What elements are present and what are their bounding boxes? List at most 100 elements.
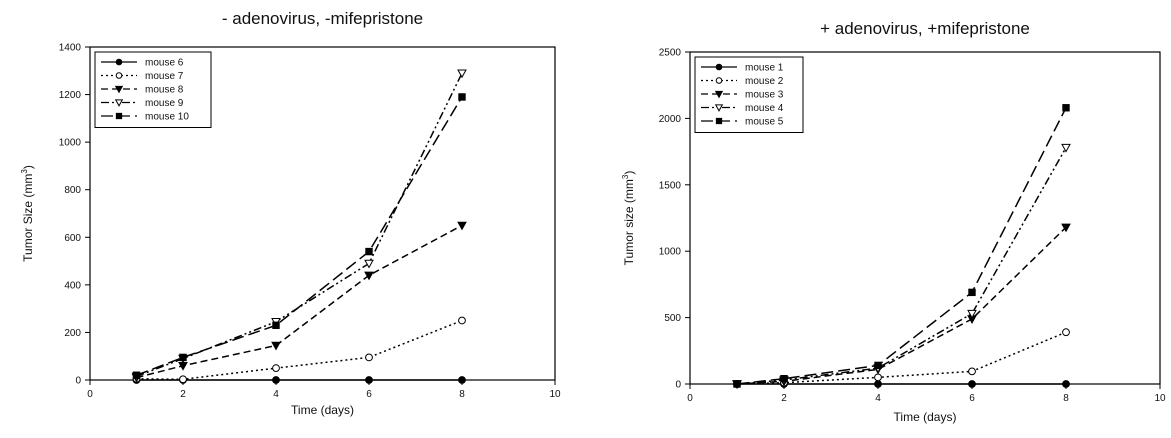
y-tick-label: 500 — [664, 313, 681, 324]
data-point — [874, 361, 882, 370]
legend-marker — [114, 85, 124, 94]
y-tick-label: 400 — [64, 280, 81, 291]
x-tick-label: 10 — [549, 389, 561, 400]
legend-entry: mouse 1 — [745, 63, 784, 74]
x-tick-label: 2 — [781, 393, 787, 404]
data-point — [1061, 143, 1071, 153]
data-point — [1062, 328, 1070, 337]
x-tick-label: 8 — [1063, 393, 1069, 404]
y-tick-label: 1500 — [659, 180, 682, 191]
data-point — [457, 69, 467, 79]
y-axis-label-sup: 3 — [20, 169, 29, 174]
chart-1: - adenovirus, -mifepristone 0 2 4 6 8 10 0 200 40… — [20, 9, 561, 417]
legend-entry: mouse 3 — [745, 90, 784, 101]
data-point — [272, 364, 280, 373]
legend-box — [94, 51, 212, 128]
y-axis-label-sup: 3 — [621, 174, 630, 179]
legend-marker — [114, 99, 124, 107]
data-point — [179, 375, 187, 384]
data-point — [458, 316, 466, 325]
data-point — [364, 259, 374, 269]
x-axis-label: Time (days) — [291, 403, 354, 417]
y-axis-label: Tumor size (mm3) — [621, 171, 636, 266]
data-point — [271, 341, 281, 351]
series-line — [736, 226, 1067, 385]
data-point — [780, 374, 788, 383]
data-point — [365, 376, 373, 384]
data-point — [968, 367, 976, 376]
y-axis-label-tail: ) — [21, 165, 35, 169]
data-point — [1062, 104, 1070, 112]
legend-entry: mouse 4 — [745, 103, 784, 114]
legend-entry: mouse 10 — [145, 112, 189, 123]
x-tick-label: 10 — [1154, 393, 1166, 404]
x-tick-label: 2 — [180, 389, 186, 400]
data-point — [1061, 223, 1071, 233]
data-point — [968, 288, 976, 297]
x-tick-label: 0 — [687, 393, 693, 404]
data-point — [967, 309, 977, 319]
legend-marker — [715, 77, 723, 84]
y-tick-label: 0 — [675, 380, 681, 391]
y-tick-label: 1200 — [59, 90, 82, 101]
data-point — [272, 321, 280, 329]
series-mouse-5 — [733, 104, 1070, 388]
legend-entry: mouse 9 — [145, 98, 184, 109]
x-tick-label: 0 — [87, 389, 93, 400]
data-point — [458, 376, 466, 384]
data-point — [365, 353, 373, 362]
data-point — [457, 221, 467, 231]
x-axis-label: Time (days) — [894, 410, 957, 424]
data-point — [968, 380, 976, 388]
y-tick-label: 1000 — [659, 247, 682, 258]
x-tick-label: 4 — [875, 393, 881, 404]
y-axis-label-main: Tumor size (mm — [622, 179, 636, 265]
y-tick-label: 2500 — [659, 48, 682, 59]
legend-marker — [715, 117, 723, 125]
legend-entry: mouse 5 — [745, 117, 784, 128]
legend-entry: mouse 2 — [745, 76, 784, 87]
data-point — [179, 353, 187, 362]
y-tick-label: 800 — [64, 185, 81, 196]
legend: mouse 1 mouse 2 mouse 3 mouse 4 mouse 5 — [694, 56, 804, 133]
series-line — [136, 319, 463, 381]
legend-marker — [715, 63, 723, 71]
x-tick-label: 8 — [459, 389, 465, 400]
legend-entry: mouse 8 — [145, 85, 184, 96]
legend-marker — [115, 58, 123, 66]
series-mouse-3 — [732, 223, 1071, 390]
data-point — [1062, 380, 1070, 388]
y-tick-label: 1000 — [59, 138, 82, 149]
chart-title: + adenovirus, +mifepristone — [820, 19, 1030, 38]
y-tick-label: 0 — [75, 376, 81, 387]
legend: mouse 6 mouse 7 mouse 8 mouse 9 mouse 10 — [94, 51, 212, 128]
x-tick-label: 4 — [273, 389, 279, 400]
y-tick-label: 2000 — [659, 114, 682, 125]
y-axis-label: Tumor Size (mm3) — [20, 165, 35, 262]
y-axis-label-tail: ) — [622, 171, 636, 175]
y-tick-label: 600 — [64, 233, 81, 244]
legend-entry: mouse 6 — [145, 58, 184, 69]
data-point — [365, 247, 373, 256]
data-point — [874, 373, 882, 382]
data-point — [132, 371, 141, 379]
series-line — [736, 147, 1067, 385]
x-tick-label: 6 — [969, 393, 975, 404]
legend-marker — [115, 72, 123, 79]
data-point — [272, 376, 280, 384]
legend-marker — [115, 112, 123, 120]
data-point — [733, 380, 741, 388]
x-tick-label: 6 — [366, 389, 372, 400]
chart-title: - adenovirus, -mifepristone — [222, 9, 423, 28]
data-point — [874, 380, 882, 388]
chart-2: + adenovirus, +mifepristone 0 2 4 6 8 10 0 500 10… — [621, 19, 1166, 424]
series-mouse-7 — [132, 316, 466, 384]
legend-box — [694, 56, 804, 133]
legend-marker — [714, 90, 724, 99]
series-line — [136, 96, 463, 376]
series-line — [736, 107, 1067, 385]
y-tick-label: 1400 — [59, 43, 82, 54]
y-axis-label-main: Tumor Size (mm — [21, 174, 35, 262]
